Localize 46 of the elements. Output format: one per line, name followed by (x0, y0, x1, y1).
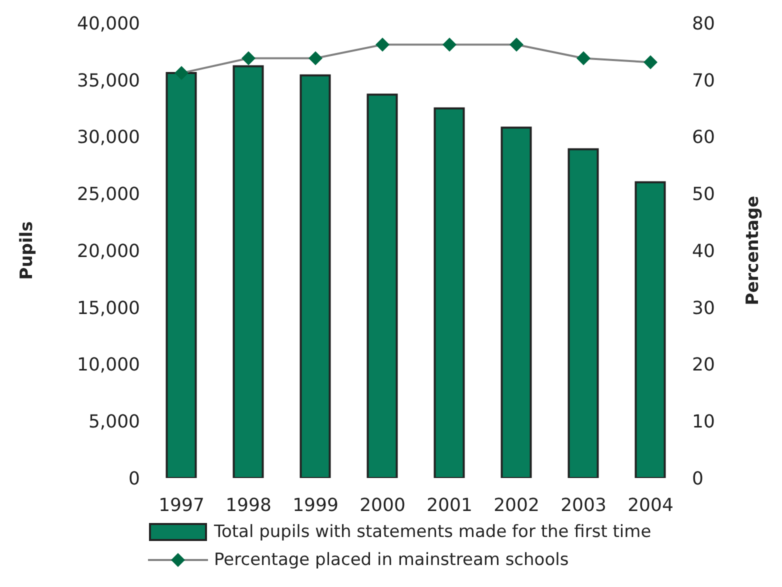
bar (500, 126, 532, 478)
y2-tick-label: 40 (692, 240, 715, 262)
y2-tick-label: 0 (692, 468, 704, 490)
y-tick-label: 10,000 (77, 354, 140, 376)
x-tick-label: 2001 (426, 494, 472, 516)
y-tick-label: 5,000 (88, 412, 140, 433)
y-tick-label: 30,000 (77, 127, 140, 148)
point (242, 51, 256, 66)
bar (634, 181, 666, 478)
y-tick-label: 25,000 (77, 184, 140, 206)
y2-tick-label: 10 (692, 412, 715, 433)
bar (232, 65, 264, 478)
y2-tick-label: 60 (692, 127, 715, 148)
point (442, 38, 456, 52)
point (376, 38, 390, 52)
legend-label: Percentage placed in mainstream schools (214, 550, 569, 570)
bar (568, 148, 599, 478)
y-tick-label: 40,000 (77, 13, 140, 34)
y2-tick-label: 70 (692, 70, 715, 92)
bar (300, 74, 331, 478)
y2-tick-label: 20 (692, 354, 715, 376)
y-tick-label: 20,000 (77, 240, 140, 262)
x-tick-label: 2000 (360, 494, 406, 516)
point (308, 51, 322, 66)
y-tick-label: 15,000 (77, 298, 140, 319)
y2-tick-label: 30 (692, 298, 715, 319)
y-tick-label: 35,000 (77, 70, 140, 92)
y2-tick-label: 50 (692, 184, 715, 206)
x-tick-label: 1999 (292, 494, 338, 516)
point (174, 66, 188, 80)
bar (366, 94, 398, 478)
bar (434, 107, 465, 478)
y-axis-title: Pupils (17, 221, 38, 280)
point (644, 55, 658, 70)
legend-label: Total pupils with statements made for the first time (214, 522, 652, 542)
x-tick-label: 1997 (158, 494, 204, 516)
y2-axis-title: Percentage (743, 196, 764, 306)
x-tick-label: 2002 (494, 494, 540, 516)
point (576, 51, 590, 66)
x-tick-label: 2004 (628, 494, 674, 516)
x-tick-label: 1998 (226, 494, 272, 516)
x-tick-label: 2003 (560, 494, 606, 516)
y2-tick-label: 80 (692, 13, 715, 34)
bar (166, 72, 197, 478)
point (510, 38, 524, 52)
y-tick-label: 0 (128, 468, 140, 490)
